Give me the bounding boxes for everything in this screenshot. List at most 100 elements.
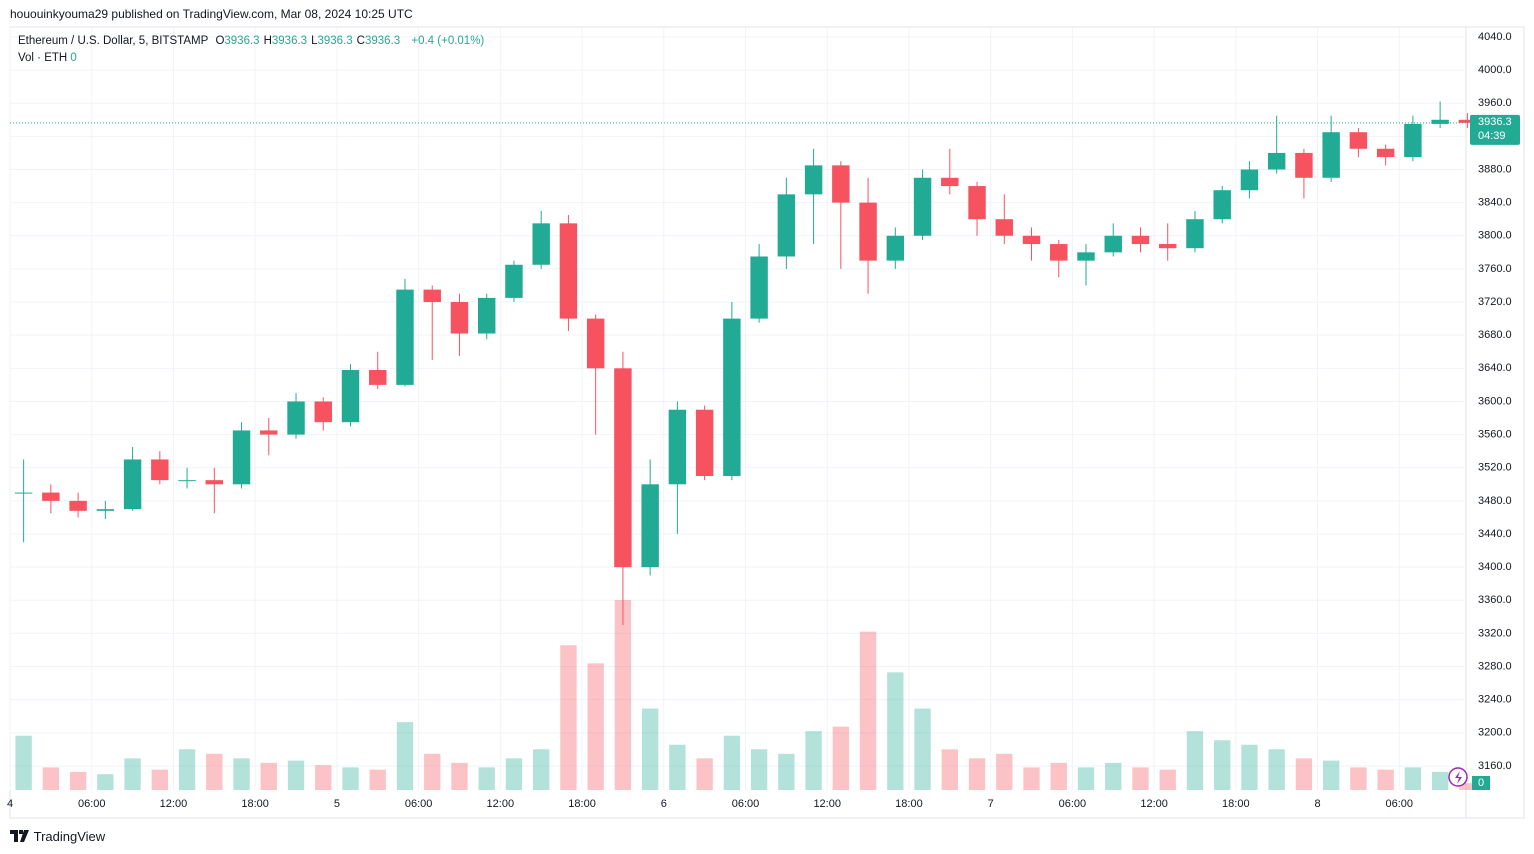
- y-tick-label: 3480.0: [1478, 495, 1512, 507]
- y-tick-label: 3400.0: [1478, 561, 1512, 573]
- volume-bar: [42, 767, 60, 790]
- volume-bar: [560, 645, 577, 790]
- candle-body: [341, 369, 360, 423]
- x-tick-label: 06:00: [78, 798, 106, 810]
- y-tick-label: 3360.0: [1478, 594, 1512, 606]
- x-tick-label: 12:00: [160, 798, 188, 810]
- candle-body: [1186, 219, 1204, 249]
- candle-body: [1077, 252, 1095, 261]
- candle-body: [559, 223, 578, 319]
- volume-bar: [1214, 740, 1231, 790]
- ohlc: O3936.3 H3936.3 L3936.3 C3936.3: [215, 35, 404, 47]
- y-tick-label: 3440.0: [1478, 528, 1512, 540]
- candle-body: [1295, 152, 1313, 178]
- volume-bar: [287, 760, 305, 790]
- candle-body: [1240, 169, 1259, 191]
- volume-bar: [15, 735, 32, 790]
- candle-body: [314, 401, 332, 423]
- volume-bar: [396, 722, 414, 790]
- ohlc-value: 3936.3: [364, 35, 401, 47]
- volume-bar: [206, 753, 223, 790]
- candle-body: [1431, 119, 1449, 124]
- x-tick-label: 18:00: [241, 798, 269, 810]
- y-tick-label: 4040.0: [1478, 31, 1512, 43]
- candle-body: [832, 165, 850, 203]
- candle-body: [668, 409, 687, 485]
- y-tick-label: 3760.0: [1478, 263, 1512, 275]
- candle-body: [941, 177, 959, 187]
- candle-body: [396, 289, 414, 385]
- candle-body: [369, 369, 387, 385]
- volume-bar: [1350, 767, 1367, 790]
- x-tick-label: 5: [334, 798, 340, 810]
- x-tick-label: 12:00: [813, 798, 841, 810]
- candle-body: [151, 459, 169, 481]
- ohlc-label: O: [215, 35, 225, 47]
- candle-body: [859, 202, 877, 261]
- candle-body: [614, 368, 632, 568]
- ohlc-value: 3936.3: [224, 35, 260, 47]
- candle-body: [1404, 123, 1422, 158]
- candle-body: [423, 289, 441, 303]
- volume-bar: [1377, 769, 1394, 790]
- volume-bar: [1241, 744, 1258, 790]
- y-tick-label: 3600.0: [1478, 395, 1512, 407]
- volume-bar: [1050, 762, 1067, 790]
- alert-icon-bolt: [1455, 771, 1462, 784]
- candle-body: [586, 318, 605, 369]
- candle-body: [69, 500, 87, 511]
- y-tick-label: 3960.0: [1478, 97, 1512, 109]
- candle-body: [123, 459, 142, 510]
- y-tick-label: 3280.0: [1478, 660, 1512, 672]
- y-tick-label: 3720.0: [1478, 296, 1512, 308]
- volume-bar: [832, 726, 850, 790]
- volume-bar: [424, 753, 441, 790]
- x-tick-label: 7: [988, 798, 994, 810]
- volume-bar: [968, 758, 986, 790]
- x-tick-label: 12:00: [1140, 798, 1168, 810]
- candle-body: [913, 177, 932, 236]
- volume-bar: [1295, 758, 1313, 790]
- y-tick-label: 3840.0: [1478, 197, 1512, 209]
- volume-badge: [1472, 776, 1490, 790]
- volume-bar: [914, 708, 931, 790]
- candle-body: [178, 480, 196, 482]
- volume-value: 0: [70, 52, 77, 64]
- volume-bar: [996, 753, 1013, 790]
- candle-body: [804, 165, 823, 195]
- volume-bar: [1023, 767, 1040, 790]
- volume-bar: [533, 749, 550, 790]
- countdown-label: 04:39: [1478, 130, 1506, 142]
- volume-bar: [69, 771, 87, 790]
- y-tick-label: 3200.0: [1478, 727, 1512, 739]
- candle-body: [450, 302, 469, 334]
- volume-bar: [1322, 760, 1340, 790]
- volume-bar: [178, 749, 196, 790]
- volume-bar: [859, 631, 877, 790]
- x-tick-label: 18:00: [895, 798, 923, 810]
- volume-bar: [97, 774, 114, 790]
- x-tick-label: 8: [1314, 798, 1320, 810]
- y-tick-label: 3320.0: [1478, 627, 1512, 639]
- y-tick-label: 3640.0: [1478, 362, 1512, 374]
- candle-body: [750, 256, 768, 319]
- x-tick-label: 06:00: [1059, 798, 1087, 810]
- volume-bar: [887, 672, 904, 790]
- legend-header: Ethereum / U.S. Dollar, 5, BITSTAMP O393…: [18, 35, 488, 47]
- volume-bar: [696, 758, 713, 790]
- volume-bar: [641, 708, 659, 790]
- volume-bar: [1459, 783, 1476, 790]
- candle-body: [1104, 235, 1122, 253]
- volume-bar: [369, 769, 386, 790]
- candle-body: [1322, 132, 1340, 178]
- volume-bar: [941, 749, 958, 790]
- volume-bar: [805, 731, 822, 790]
- y-tick-label: 3240.0: [1478, 694, 1512, 706]
- candle-body: [723, 318, 741, 477]
- volume-bar: [1186, 731, 1204, 790]
- volume-bar: [778, 753, 795, 790]
- volume-bar: [1404, 767, 1422, 790]
- candle-body: [14, 492, 33, 494]
- y-tick-label: 3680.0: [1478, 329, 1512, 341]
